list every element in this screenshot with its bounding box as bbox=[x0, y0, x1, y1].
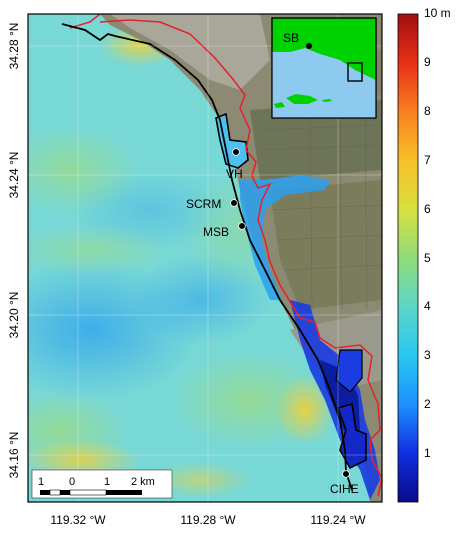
scale-bar-segment bbox=[69, 489, 107, 496]
farmland-patch bbox=[270, 180, 382, 310]
colorbar-tick-label: 9 bbox=[424, 55, 431, 69]
colorbar-tick-label: 10 m bbox=[424, 6, 451, 20]
colorbar-ticks: 10 m 9 8 7 6 5 4 3 2 1 bbox=[424, 6, 451, 460]
inundation-zone-north bbox=[240, 175, 330, 300]
site-msb: MSB bbox=[203, 222, 246, 239]
inset-sb-marker bbox=[306, 43, 312, 49]
site-vh-marker bbox=[232, 148, 240, 156]
graticule bbox=[28, 14, 382, 502]
colorbar-tick-label: 7 bbox=[424, 153, 431, 167]
scale-bar-label-0: 0 bbox=[69, 476, 75, 488]
field-grid bbox=[259, 89, 382, 311]
inundation-limit-contour bbox=[69, 14, 382, 497]
lon-tick-label: 119.24 °W bbox=[310, 513, 366, 527]
site-cihe-label: CIHE bbox=[330, 482, 359, 496]
scale-bar-label-1b: 1 bbox=[104, 476, 110, 488]
lat-tick-label: 34.16 °N bbox=[7, 432, 21, 479]
colorbar-tick-label: 2 bbox=[424, 397, 431, 411]
lat-tick-label: 34.20 °N bbox=[7, 292, 21, 339]
site-vh-label: VH bbox=[226, 167, 243, 181]
scale-bar-label-1: 1 bbox=[38, 476, 44, 488]
scale-bar-segment bbox=[49, 489, 61, 496]
urban-patch bbox=[110, 14, 270, 90]
farmland-patch bbox=[250, 100, 382, 180]
lon-tick-label: 119.32 °W bbox=[50, 513, 106, 527]
lat-tick-label: 34.28 °N bbox=[7, 23, 21, 70]
coastline bbox=[61, 23, 353, 491]
site-scrm-marker bbox=[230, 199, 238, 207]
colorbar-tick-label: 1 bbox=[424, 446, 431, 460]
map-frame bbox=[27, 13, 383, 503]
longitude-axis: 119.32 °W 119.28 °W 119.24 °W bbox=[50, 513, 366, 527]
inset-study-area-box bbox=[347, 62, 363, 82]
site-vh: VH bbox=[226, 148, 243, 181]
colorbar-tick-label: 8 bbox=[424, 104, 431, 118]
lon-tick-label: 119.28 °W bbox=[180, 513, 236, 527]
inset-island-anacapa bbox=[322, 99, 332, 102]
scale-bar-segment bbox=[106, 490, 142, 495]
lat-tick-label: 34.24 °N bbox=[7, 152, 21, 199]
latitude-axis: 34.28 °N 34.24 °N 34.20 °N 34.16 °N bbox=[7, 23, 21, 479]
inset-island-santa-rosa bbox=[274, 102, 285, 108]
ventura-harbor-outline bbox=[215, 112, 249, 169]
colorbar-tick-label: 3 bbox=[424, 348, 431, 362]
inset-sb-label: SB bbox=[283, 31, 299, 45]
inset-map: SB bbox=[271, 17, 377, 119]
colorbar-tick-label: 6 bbox=[424, 202, 431, 216]
scale-bar: 1 0 1 2 km bbox=[31, 469, 173, 499]
inset-island-santa-cruz bbox=[286, 94, 318, 104]
scale-bar-label-2km: 2 km bbox=[131, 476, 155, 488]
harbor-structure bbox=[335, 349, 363, 393]
colorbar-gradient bbox=[397, 13, 419, 503]
site-msb-label: MSB bbox=[203, 225, 229, 239]
colorbar-tick-label: 5 bbox=[424, 251, 431, 265]
scale-bar-segment bbox=[40, 490, 50, 495]
colorbar: 10 m 9 8 7 6 5 4 3 2 1 bbox=[397, 6, 451, 503]
site-scrm-label: SCRM bbox=[186, 197, 221, 211]
site-cihe: CIHE bbox=[330, 470, 359, 496]
site-cihe-marker bbox=[342, 470, 350, 478]
site-scrm: SCRM bbox=[186, 197, 238, 211]
inset-frame bbox=[271, 17, 377, 119]
scale-bar-segment bbox=[60, 490, 70, 495]
site-msb-marker bbox=[238, 222, 246, 230]
colorbar-tick-label: 4 bbox=[424, 299, 431, 313]
